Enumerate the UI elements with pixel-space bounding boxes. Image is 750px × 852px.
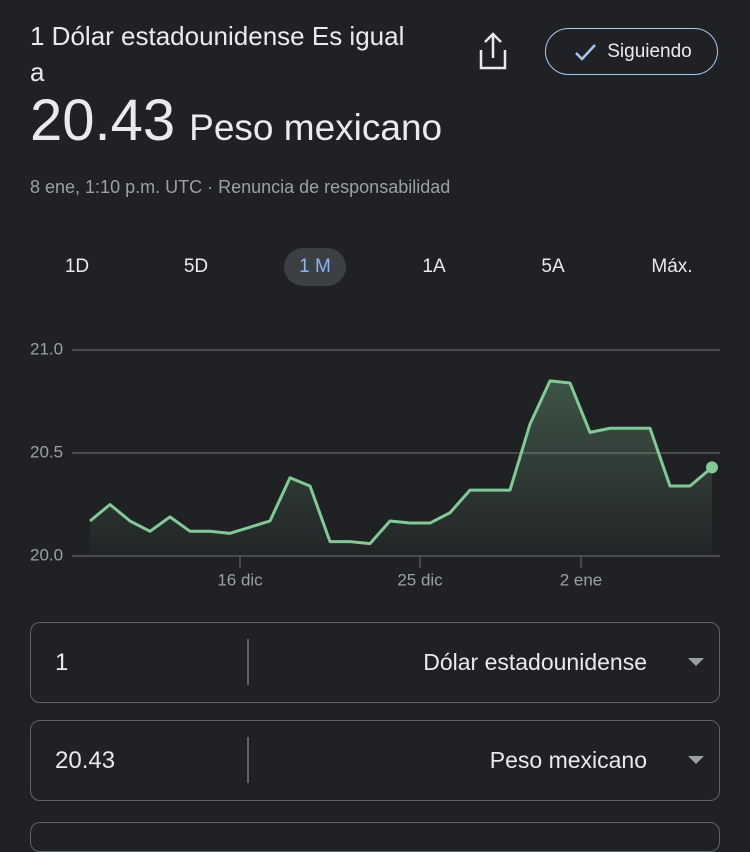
range-tab[interactable]: Máx. <box>651 256 693 277</box>
share-icon[interactable] <box>474 30 512 74</box>
follow-label: Siguiendo <box>607 40 692 62</box>
amount-input[interactable]: 20.43 <box>55 747 116 774</box>
x-tick-label: 25 dic <box>397 570 443 589</box>
amount-input[interactable]: 1 <box>55 649 69 676</box>
follow-button[interactable]: Siguiendo <box>545 28 718 75</box>
page: 1 Dólar estadounidense Es igual a 20.43 P… <box>30 21 720 852</box>
range-tab[interactable]: 1A <box>422 256 446 277</box>
divider <box>247 737 249 783</box>
amount: 20.43 <box>30 88 176 153</box>
y-tick-label: 20.5 <box>30 442 63 461</box>
check-icon <box>575 43 597 61</box>
next-box <box>30 822 720 852</box>
converter-row: 20.43 Peso mexicano <box>30 720 720 801</box>
range-tab[interactable]: 1D <box>64 256 90 277</box>
line <box>89 379 713 546</box>
currency-select[interactable]: Peso mexicano <box>489 747 647 773</box>
currency-select[interactable]: Dólar estadounidense <box>423 649 647 675</box>
rate: 20.43 Peso mexicano <box>30 88 442 161</box>
currency: Peso mexicano <box>189 107 443 148</box>
title: 1 Dólar estadounidense Es igual a <box>30 21 405 87</box>
x-tick-label: 16 dic <box>217 570 263 589</box>
converter-row: 1 Dólar estadounidense <box>30 622 720 703</box>
area <box>90 380 712 556</box>
end-point <box>706 461 718 474</box>
y-tick-label: 21.0 <box>30 339 63 358</box>
divider <box>247 639 249 685</box>
range-tab[interactable]: 1 M <box>284 248 346 286</box>
y-tick-label: 20.0 <box>30 545 63 564</box>
x-tick-label: 2 ene <box>560 570 603 589</box>
dropdown-arrow[interactable] <box>687 657 705 667</box>
range-tab[interactable]: 5A <box>541 256 565 277</box>
range-tab[interactable]: 5D <box>183 256 209 277</box>
dropdown-arrow[interactable] <box>687 755 705 765</box>
timestamp[interactable]: 8 ene, 1:10 p.m. UTC · Renuncia de respo… <box>30 177 451 197</box>
chart: 20.0 20.5 21.0 16 dic 25 dic 2 ene <box>30 339 720 589</box>
